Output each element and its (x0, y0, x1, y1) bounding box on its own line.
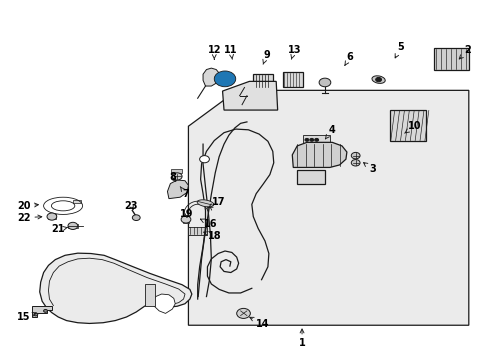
Text: 6: 6 (344, 52, 352, 65)
Text: 14: 14 (249, 317, 269, 329)
Circle shape (172, 173, 182, 180)
Circle shape (199, 156, 209, 163)
Text: 20: 20 (17, 201, 38, 211)
Circle shape (350, 159, 359, 166)
Text: 10: 10 (404, 121, 420, 133)
Text: 19: 19 (180, 209, 193, 219)
Polygon shape (222, 81, 277, 110)
Text: 17: 17 (208, 197, 225, 208)
Bar (253, 74, 272, 87)
Text: 3: 3 (363, 163, 375, 174)
Circle shape (214, 71, 235, 87)
Circle shape (34, 313, 38, 316)
Bar (68, 224, 78, 228)
Circle shape (319, 78, 330, 87)
Text: 8: 8 (168, 172, 175, 182)
Ellipse shape (371, 76, 385, 84)
Bar (73, 201, 81, 203)
Bar (171, 168, 182, 173)
Circle shape (181, 216, 190, 223)
Text: 11: 11 (224, 45, 237, 59)
Circle shape (216, 72, 233, 85)
Polygon shape (188, 90, 468, 325)
Polygon shape (292, 142, 346, 167)
Text: 5: 5 (394, 42, 403, 58)
Circle shape (375, 77, 381, 82)
Text: 2: 2 (458, 45, 470, 59)
Polygon shape (40, 253, 191, 323)
Circle shape (314, 138, 318, 141)
Text: 23: 23 (124, 201, 138, 211)
Ellipse shape (197, 200, 213, 207)
Text: 21: 21 (51, 225, 68, 234)
Circle shape (350, 152, 359, 159)
Text: 15: 15 (17, 312, 36, 322)
Bar (182, 220, 189, 223)
Text: 4: 4 (325, 125, 335, 139)
Polygon shape (32, 306, 52, 317)
Text: 16: 16 (200, 219, 217, 229)
Circle shape (305, 138, 308, 141)
Circle shape (309, 138, 313, 141)
Text: 7: 7 (180, 186, 189, 199)
Bar (282, 72, 303, 87)
Bar (144, 284, 155, 306)
Bar (188, 226, 206, 234)
Bar (389, 110, 426, 141)
Circle shape (68, 222, 78, 229)
Text: 18: 18 (203, 231, 221, 240)
Text: 1: 1 (298, 329, 305, 348)
Circle shape (43, 310, 47, 312)
Bar (303, 135, 329, 144)
Text: 12: 12 (207, 45, 221, 59)
Bar (433, 48, 468, 69)
Circle shape (47, 213, 57, 220)
Text: 13: 13 (287, 45, 301, 59)
Bar (47, 215, 56, 219)
Polygon shape (153, 294, 175, 314)
Polygon shape (167, 180, 188, 199)
Polygon shape (203, 68, 219, 86)
Text: 9: 9 (263, 50, 269, 64)
Bar (297, 170, 325, 184)
Circle shape (236, 309, 250, 319)
Text: 22: 22 (17, 213, 41, 222)
Circle shape (132, 215, 140, 221)
